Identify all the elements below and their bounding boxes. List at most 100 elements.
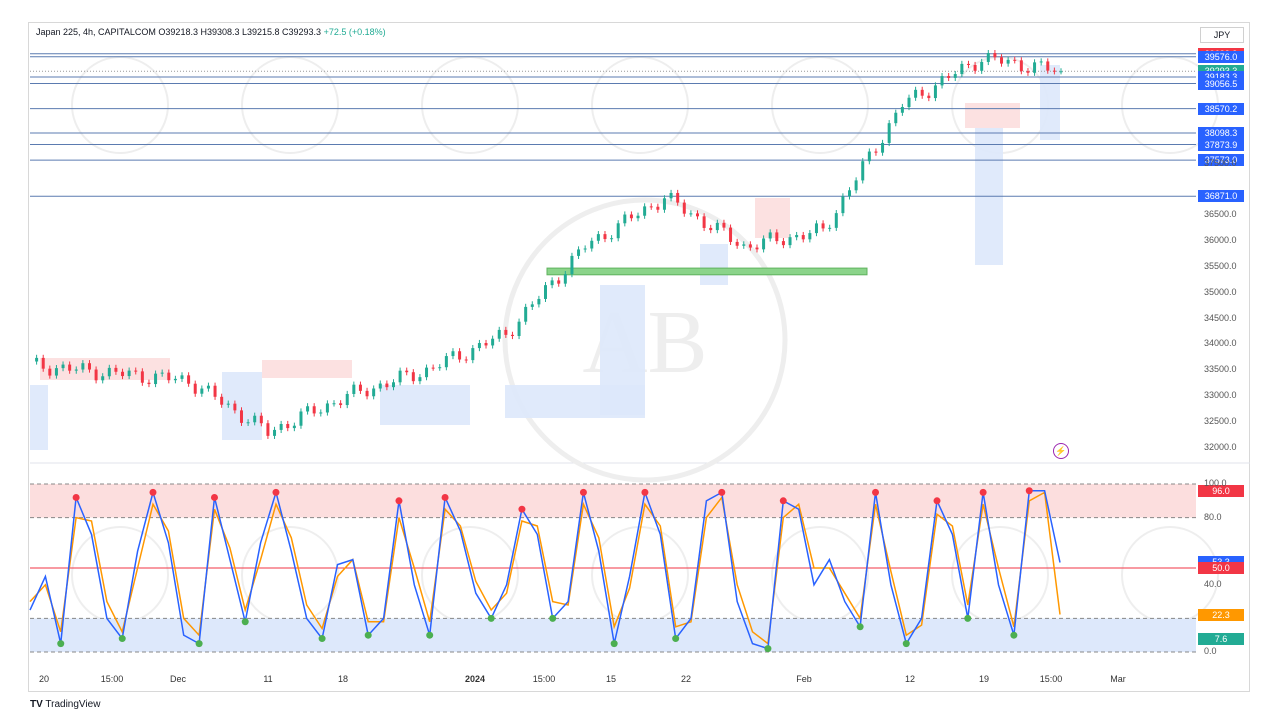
- stoch-oversold-dot: [1010, 631, 1018, 639]
- candle-body: [808, 233, 812, 240]
- watermark-circle: [421, 56, 519, 154]
- stoch-oversold-dot: [964, 614, 972, 622]
- candle-body: [193, 383, 197, 394]
- candle-body: [596, 234, 600, 241]
- candle-body: [848, 190, 852, 197]
- candle-body: [114, 367, 118, 372]
- candle-body: [134, 370, 138, 372]
- candle-body: [676, 192, 680, 203]
- candle-body: [61, 364, 65, 369]
- price-zone: [600, 285, 645, 415]
- stoch-overbought-dot: [1025, 487, 1033, 495]
- candle-body: [689, 213, 693, 215]
- candle-body: [1039, 61, 1043, 63]
- candle-body: [365, 390, 369, 397]
- candle-body: [537, 298, 541, 305]
- price-axis-label: 34000.0: [1204, 338, 1237, 349]
- candle-body: [273, 429, 277, 436]
- stoch-oversold-dot: [57, 640, 65, 648]
- x-axis-label: 15:00: [100, 674, 124, 684]
- candle-body: [887, 123, 891, 143]
- x-axis-label: 18: [337, 674, 349, 684]
- candle-body: [775, 232, 779, 242]
- price-tag: 7.6: [1198, 633, 1244, 646]
- candle-body: [180, 375, 184, 379]
- price-axis-label: 35000.0: [1204, 286, 1237, 297]
- candle-body: [524, 306, 528, 322]
- stoch-overbought-dot: [779, 497, 787, 505]
- candle-body: [101, 376, 105, 381]
- candle-body: [438, 367, 442, 369]
- candle-body: [279, 423, 283, 430]
- stoch-overbought-dot: [210, 493, 218, 501]
- candle-body: [458, 351, 462, 360]
- candle-body: [557, 280, 561, 284]
- candle-body: [312, 406, 316, 414]
- candle-body: [629, 214, 633, 219]
- price-axis-label: 33500.0: [1204, 364, 1237, 375]
- stoch-axis-label: 0.0: [1204, 646, 1217, 656]
- candle-body: [352, 384, 356, 394]
- candle-body: [550, 280, 554, 286]
- stoch-overbought-dot: [718, 488, 726, 496]
- price-axis-label: 32000.0: [1204, 441, 1237, 452]
- candle-body: [140, 371, 144, 383]
- candle-body: [517, 321, 521, 336]
- price-tag: 38570.2: [1198, 102, 1244, 115]
- candle-body: [266, 423, 270, 436]
- watermark-circle: [241, 56, 339, 154]
- candle-body: [762, 238, 766, 250]
- stoch-overbought-dot: [933, 497, 941, 505]
- stoch-oversold-dot: [856, 623, 864, 631]
- stoch-overbought-dot: [579, 488, 587, 496]
- candle-body: [87, 363, 91, 370]
- price-zone: [700, 244, 728, 285]
- stoch-oversold-dot: [610, 640, 618, 648]
- candle-body: [610, 238, 614, 240]
- x-axis-label: Feb: [796, 674, 812, 684]
- candle-body: [966, 63, 970, 66]
- candle-body: [160, 372, 164, 374]
- candle-body: [656, 206, 660, 210]
- x-axis-label: 19: [978, 674, 990, 684]
- candle-body: [1046, 61, 1050, 71]
- candle-body: [577, 249, 581, 256]
- candle-body: [425, 367, 429, 378]
- candle-body: [339, 403, 343, 406]
- price-zone: [30, 385, 48, 450]
- candle-body: [669, 192, 673, 199]
- price-axis-label: 33000.0: [1204, 390, 1237, 401]
- currency-button[interactable]: JPY: [1200, 27, 1244, 43]
- stoch-oversold-dot: [241, 618, 249, 626]
- candle-body: [94, 369, 98, 381]
- candle-body: [907, 97, 911, 108]
- candle-body: [48, 368, 52, 376]
- candle-body: [444, 356, 448, 368]
- support-zone: [546, 267, 868, 276]
- candle-body: [722, 222, 726, 228]
- candle-body: [570, 255, 574, 275]
- symbol-header: Japan 225, 4h, CAPITALCOM O39218.3 H3930…: [36, 27, 386, 37]
- candle-body: [960, 63, 964, 75]
- candle-body: [834, 213, 838, 228]
- candle-body: [729, 227, 733, 242]
- x-axis-label: Mar: [1110, 674, 1126, 684]
- candle-body: [649, 206, 653, 208]
- candle-body: [768, 232, 772, 239]
- lightning-icon[interactable]: ⚡: [1053, 443, 1069, 459]
- candle-body: [980, 61, 984, 71]
- candle-body: [154, 373, 158, 385]
- candle-body: [1019, 60, 1023, 72]
- x-axis-label: 2024: [464, 674, 486, 684]
- candle-body: [894, 112, 898, 124]
- stoch-oversold-dot: [364, 631, 372, 639]
- candle-body: [643, 206, 647, 216]
- candle-body: [167, 372, 171, 381]
- candle-body: [497, 329, 501, 339]
- candle-body: [735, 241, 739, 246]
- watermark-big-circle: [502, 197, 788, 483]
- symbol-title: Japan 225, 4h, CAPITALCOM: [36, 27, 156, 37]
- candle-body: [920, 89, 924, 96]
- candle-body: [226, 403, 230, 405]
